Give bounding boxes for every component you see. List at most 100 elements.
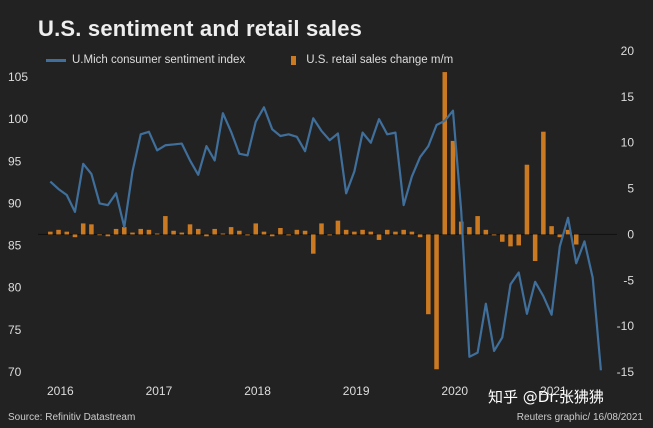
retail-bar (245, 234, 250, 236)
retail-bar (319, 223, 324, 235)
retail-bar (360, 229, 365, 235)
retail-bar (294, 229, 300, 235)
left-axis-tick-label: 90 (8, 196, 22, 210)
retail-bar (269, 234, 275, 237)
source-text: Source: Refinitiv Datastream (8, 412, 136, 423)
retail-bar (384, 229, 390, 235)
retail-bar (335, 220, 341, 235)
right-axis-tick-label: 5 (627, 182, 634, 196)
retail-bar (573, 234, 579, 245)
x-axis-tick-label: 2019 (343, 384, 370, 398)
retail-bar (483, 229, 489, 235)
retail-bar (286, 234, 291, 236)
retail-bar (343, 229, 349, 235)
credit-text: Reuters graphic/ 16/08/2021 (516, 412, 643, 423)
retail-bar (89, 224, 94, 235)
retail-bar (352, 231, 357, 235)
retail-bar (220, 233, 226, 235)
retail-bar (508, 234, 513, 247)
retail-bar (557, 234, 563, 238)
retail-bar (532, 234, 538, 262)
retail-bar (130, 232, 135, 235)
retail-bar (417, 234, 423, 238)
retail-bar (524, 164, 530, 235)
retail-bar (253, 223, 259, 235)
right-axis-tick-label: -15 (617, 365, 635, 379)
retail-bar (549, 226, 554, 235)
right-axis-tick-label: 0 (627, 227, 634, 241)
retail-bar (179, 232, 185, 235)
retail-bar (237, 230, 242, 235)
right-axis-tick-label: -5 (623, 273, 634, 287)
retail-bar (80, 223, 86, 235)
legend: U.Mich consumer sentiment index U.S. ret… (46, 54, 499, 66)
retail-bar (278, 228, 283, 235)
x-axis-tick-label: 2017 (146, 384, 173, 398)
left-axis-tick-label: 80 (8, 281, 22, 295)
retail-bar (154, 233, 160, 235)
legend-line-swatch (46, 58, 66, 62)
chart-title: U.S. sentiment and retail sales (38, 16, 363, 41)
legend-label-sentiment: U.Mich consumer sentiment index (72, 54, 246, 66)
retail-bar (401, 229, 406, 235)
retail-bar (311, 234, 316, 254)
retail-bar (491, 234, 497, 236)
retail-bar (442, 72, 448, 235)
retail-bar (475, 216, 480, 235)
left-axis-tick-label: 75 (8, 323, 22, 337)
retail-bar (146, 229, 152, 235)
retail-bar (56, 229, 61, 235)
right-axis-tick-label: 10 (621, 136, 635, 150)
retail-bar (64, 231, 70, 235)
retail-bar (467, 227, 472, 235)
x-axis-tick-label: 2016 (47, 384, 74, 398)
retail-bar (409, 231, 415, 235)
retail-bar (48, 231, 53, 235)
retail-bar (187, 224, 193, 235)
retail-bar (302, 230, 308, 235)
retail-bar (122, 227, 127, 235)
retail-bar (212, 228, 217, 235)
retail-bar (541, 131, 546, 235)
retail-bar (434, 234, 439, 370)
retail-bar (261, 231, 267, 235)
left-axis-tick-label: 105 (8, 70, 28, 84)
retail-bar (376, 234, 382, 240)
watermark-text: 知乎 @Dr.张狒狒 (488, 388, 604, 406)
retail-bar (516, 234, 521, 246)
retail-bar (393, 231, 398, 235)
right-axis-tick-label: 20 (621, 44, 635, 58)
left-axis-tick-label: 95 (8, 154, 22, 168)
retail-bar (97, 234, 102, 236)
retail-bar (171, 230, 176, 235)
retail-bar (163, 216, 168, 235)
left-axis-tick-label: 70 (8, 365, 22, 379)
right-axis-tick-label: 15 (621, 90, 635, 104)
retail-bar (105, 234, 111, 237)
retail-bar (113, 228, 119, 235)
left-axis-tick-label: 100 (8, 112, 28, 126)
retail-bar (228, 227, 234, 235)
sentiment-line (49, 106, 602, 371)
retail-bar (138, 228, 143, 235)
retail-bar (565, 229, 571, 235)
legend-item-retail: U.S. retail sales change m/m (291, 54, 453, 66)
legend-bar-swatch (291, 55, 297, 65)
x-axis-tick-label: 2020 (441, 384, 468, 398)
retail-bar (500, 234, 505, 242)
legend-label-retail: U.S. retail sales change m/m (306, 54, 454, 66)
retail-bar (327, 234, 332, 236)
x-axis-tick-label: 2021 (540, 384, 567, 398)
left-axis-tick-label: 85 (8, 239, 22, 253)
retail-bar (450, 140, 456, 235)
retail-bar (426, 234, 431, 315)
right-axis-tick-label: -10 (617, 319, 635, 333)
legend-item-sentiment: U.Mich consumer sentiment index (46, 54, 245, 66)
retail-bar (195, 228, 201, 235)
retail-bar (204, 234, 209, 237)
retail-bar (368, 231, 374, 235)
x-axis-tick-label: 2018 (244, 384, 271, 398)
retail-bar (72, 234, 78, 238)
